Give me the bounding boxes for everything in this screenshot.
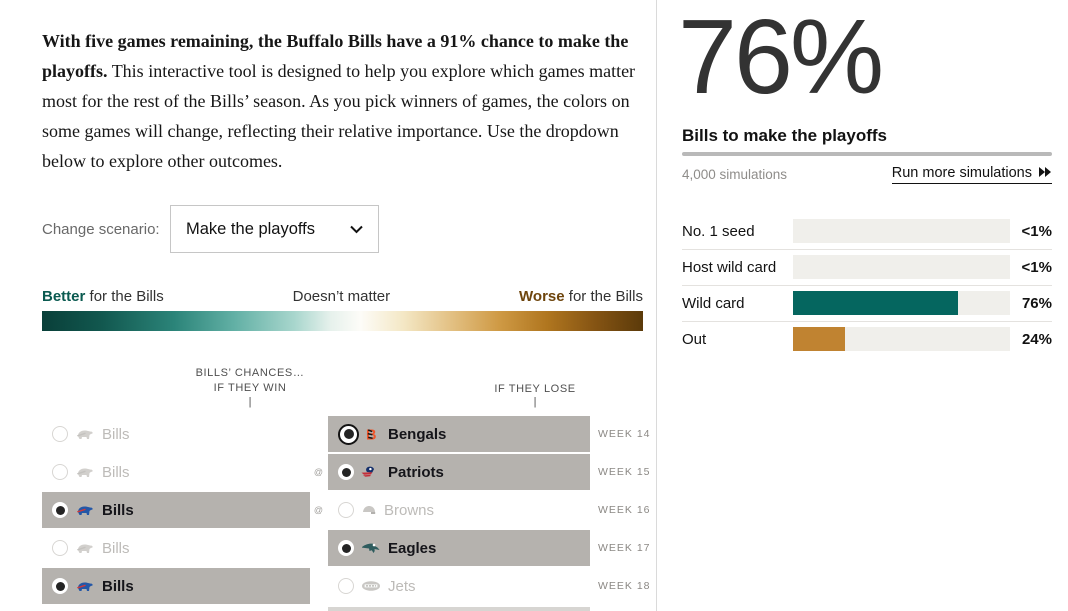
scenario-label: Change scenario: <box>42 221 160 238</box>
pick-bills-button[interactable]: Bills <box>42 454 310 490</box>
patriots-logo-icon <box>361 466 381 478</box>
pick-bills-button[interactable]: Bills <box>42 416 310 452</box>
bills-logo-icon <box>75 466 95 479</box>
chart-bar <box>793 327 846 351</box>
pick-opponent-button[interactable]: Eagles <box>328 530 590 566</box>
next-row-peek <box>328 607 590 611</box>
chart-row: No. 1 seed <1% <box>682 214 1052 250</box>
game-row: Bills Jets WEEK 18 <box>42 568 651 606</box>
game-picker: Bills B Bengals WEEK 14 Bills @ Patriots… <box>42 416 651 606</box>
bengals-logo-icon: B <box>366 427 381 442</box>
radio-button[interactable] <box>52 540 68 556</box>
chart-category-label: No. 1 seed <box>682 223 755 240</box>
chart-category-label: Wild card <box>682 295 745 312</box>
lose-pointer-tick: | <box>533 396 537 408</box>
chevron-down-icon <box>350 220 363 239</box>
simulations-count: 4,000 simulations <box>682 167 788 182</box>
legend-middle-label: Doesn’t matter <box>292 288 391 305</box>
chart-bar-track <box>793 327 1010 351</box>
chart-row: Wild card 76% <box>682 286 1052 322</box>
jets-logo-icon <box>361 580 381 592</box>
pick-opponent-button[interactable]: Patriots <box>328 454 590 490</box>
chart-bar <box>793 291 958 315</box>
intro-paragraph: With five games remaining, the Buffalo B… <box>42 26 648 176</box>
game-row: Bills @ Patriots WEEK 15 <box>42 454 651 492</box>
radio-button[interactable] <box>338 464 354 480</box>
week-label: WEEK 14 <box>598 428 651 440</box>
week-label: WEEK 16 <box>598 504 651 516</box>
pick-opponent-button[interactable]: Browns <box>328 492 590 528</box>
week-label: WEEK 17 <box>598 542 651 554</box>
bills-logo-icon <box>75 504 95 517</box>
color-legend: Better for the Bills Doesn’t matter Wors… <box>42 288 643 305</box>
playoff-probability-caption: Bills to make the playoffs <box>682 126 887 145</box>
chart-value-label: 76% <box>1021 295 1052 312</box>
radio-button[interactable] <box>338 502 354 518</box>
browns-logo-icon <box>361 504 377 517</box>
away-game-indicator: @ <box>313 505 324 515</box>
radio-button[interactable] <box>338 423 359 445</box>
away-game-indicator: @ <box>313 467 324 477</box>
win-pointer-tick: | <box>248 396 252 408</box>
header-if-they-win: BILLS’ CHANCES… IF THEY WIN <box>195 367 305 394</box>
chart-value-label: 24% <box>1021 331 1052 348</box>
radio-button[interactable] <box>52 426 68 442</box>
intro-body: This interactive tool is designed to hel… <box>42 61 636 171</box>
radio-button[interactable] <box>52 578 68 594</box>
week-label: WEEK 18 <box>598 580 651 592</box>
chart-row: Out 24% <box>682 322 1052 358</box>
run-more-simulations-link[interactable]: Run more simulations <box>891 165 1052 184</box>
pick-bills-button[interactable]: Bills <box>42 568 310 604</box>
radio-button[interactable] <box>338 578 354 594</box>
scenario-dropdown[interactable]: Make the playoffs <box>170 205 379 253</box>
header-if-they-lose: IF THEY LOSE <box>494 383 576 395</box>
radio-button[interactable] <box>52 502 68 518</box>
bills-logo-icon <box>75 428 95 441</box>
pick-opponent-button[interactable]: B Bengals <box>328 416 590 452</box>
legend-better-label: Better for the Bills <box>42 288 164 305</box>
pick-opponent-button[interactable]: Jets <box>328 568 590 604</box>
chart-category-label: Host wild card <box>682 259 777 276</box>
outcomes-bar-chart: No. 1 seed <1% Host wild card <1% Wild c… <box>682 214 1052 358</box>
chart-value-label: <1% <box>1021 223 1052 240</box>
summary-rule <box>682 152 1052 156</box>
playoff-probability-value: 76% <box>678 0 884 116</box>
game-row: Bills Eagles WEEK 17 <box>42 530 651 568</box>
intro-lead: With five games remaining, the Buffalo B… <box>42 31 629 81</box>
radio-button[interactable] <box>52 464 68 480</box>
game-row: Bills B Bengals WEEK 14 <box>42 416 651 454</box>
radio-button[interactable] <box>338 540 354 556</box>
chart-category-label: Out <box>682 331 707 348</box>
week-label: WEEK 15 <box>598 466 651 478</box>
chart-bar-track <box>793 291 1010 315</box>
pick-bills-button[interactable]: Bills <box>42 492 310 528</box>
eagles-logo-icon <box>361 542 381 554</box>
scenario-selected-value: Make the playoffs <box>186 219 316 238</box>
game-row: Bills @ Browns WEEK 16 <box>42 492 651 530</box>
chart-bar-track <box>793 219 1010 243</box>
importance-gradient-bar <box>42 311 643 331</box>
bills-logo-icon <box>75 580 95 593</box>
chart-bar-track <box>793 255 1010 279</box>
chart-value-label: <1% <box>1021 259 1052 276</box>
chart-row: Host wild card <1% <box>682 250 1052 286</box>
bills-logo-icon <box>75 542 95 555</box>
fast-forward-icon <box>1039 165 1052 181</box>
column-divider <box>656 0 657 611</box>
pick-bills-button[interactable]: Bills <box>42 530 310 566</box>
legend-worse-label: Worse for the Bills <box>519 288 643 305</box>
